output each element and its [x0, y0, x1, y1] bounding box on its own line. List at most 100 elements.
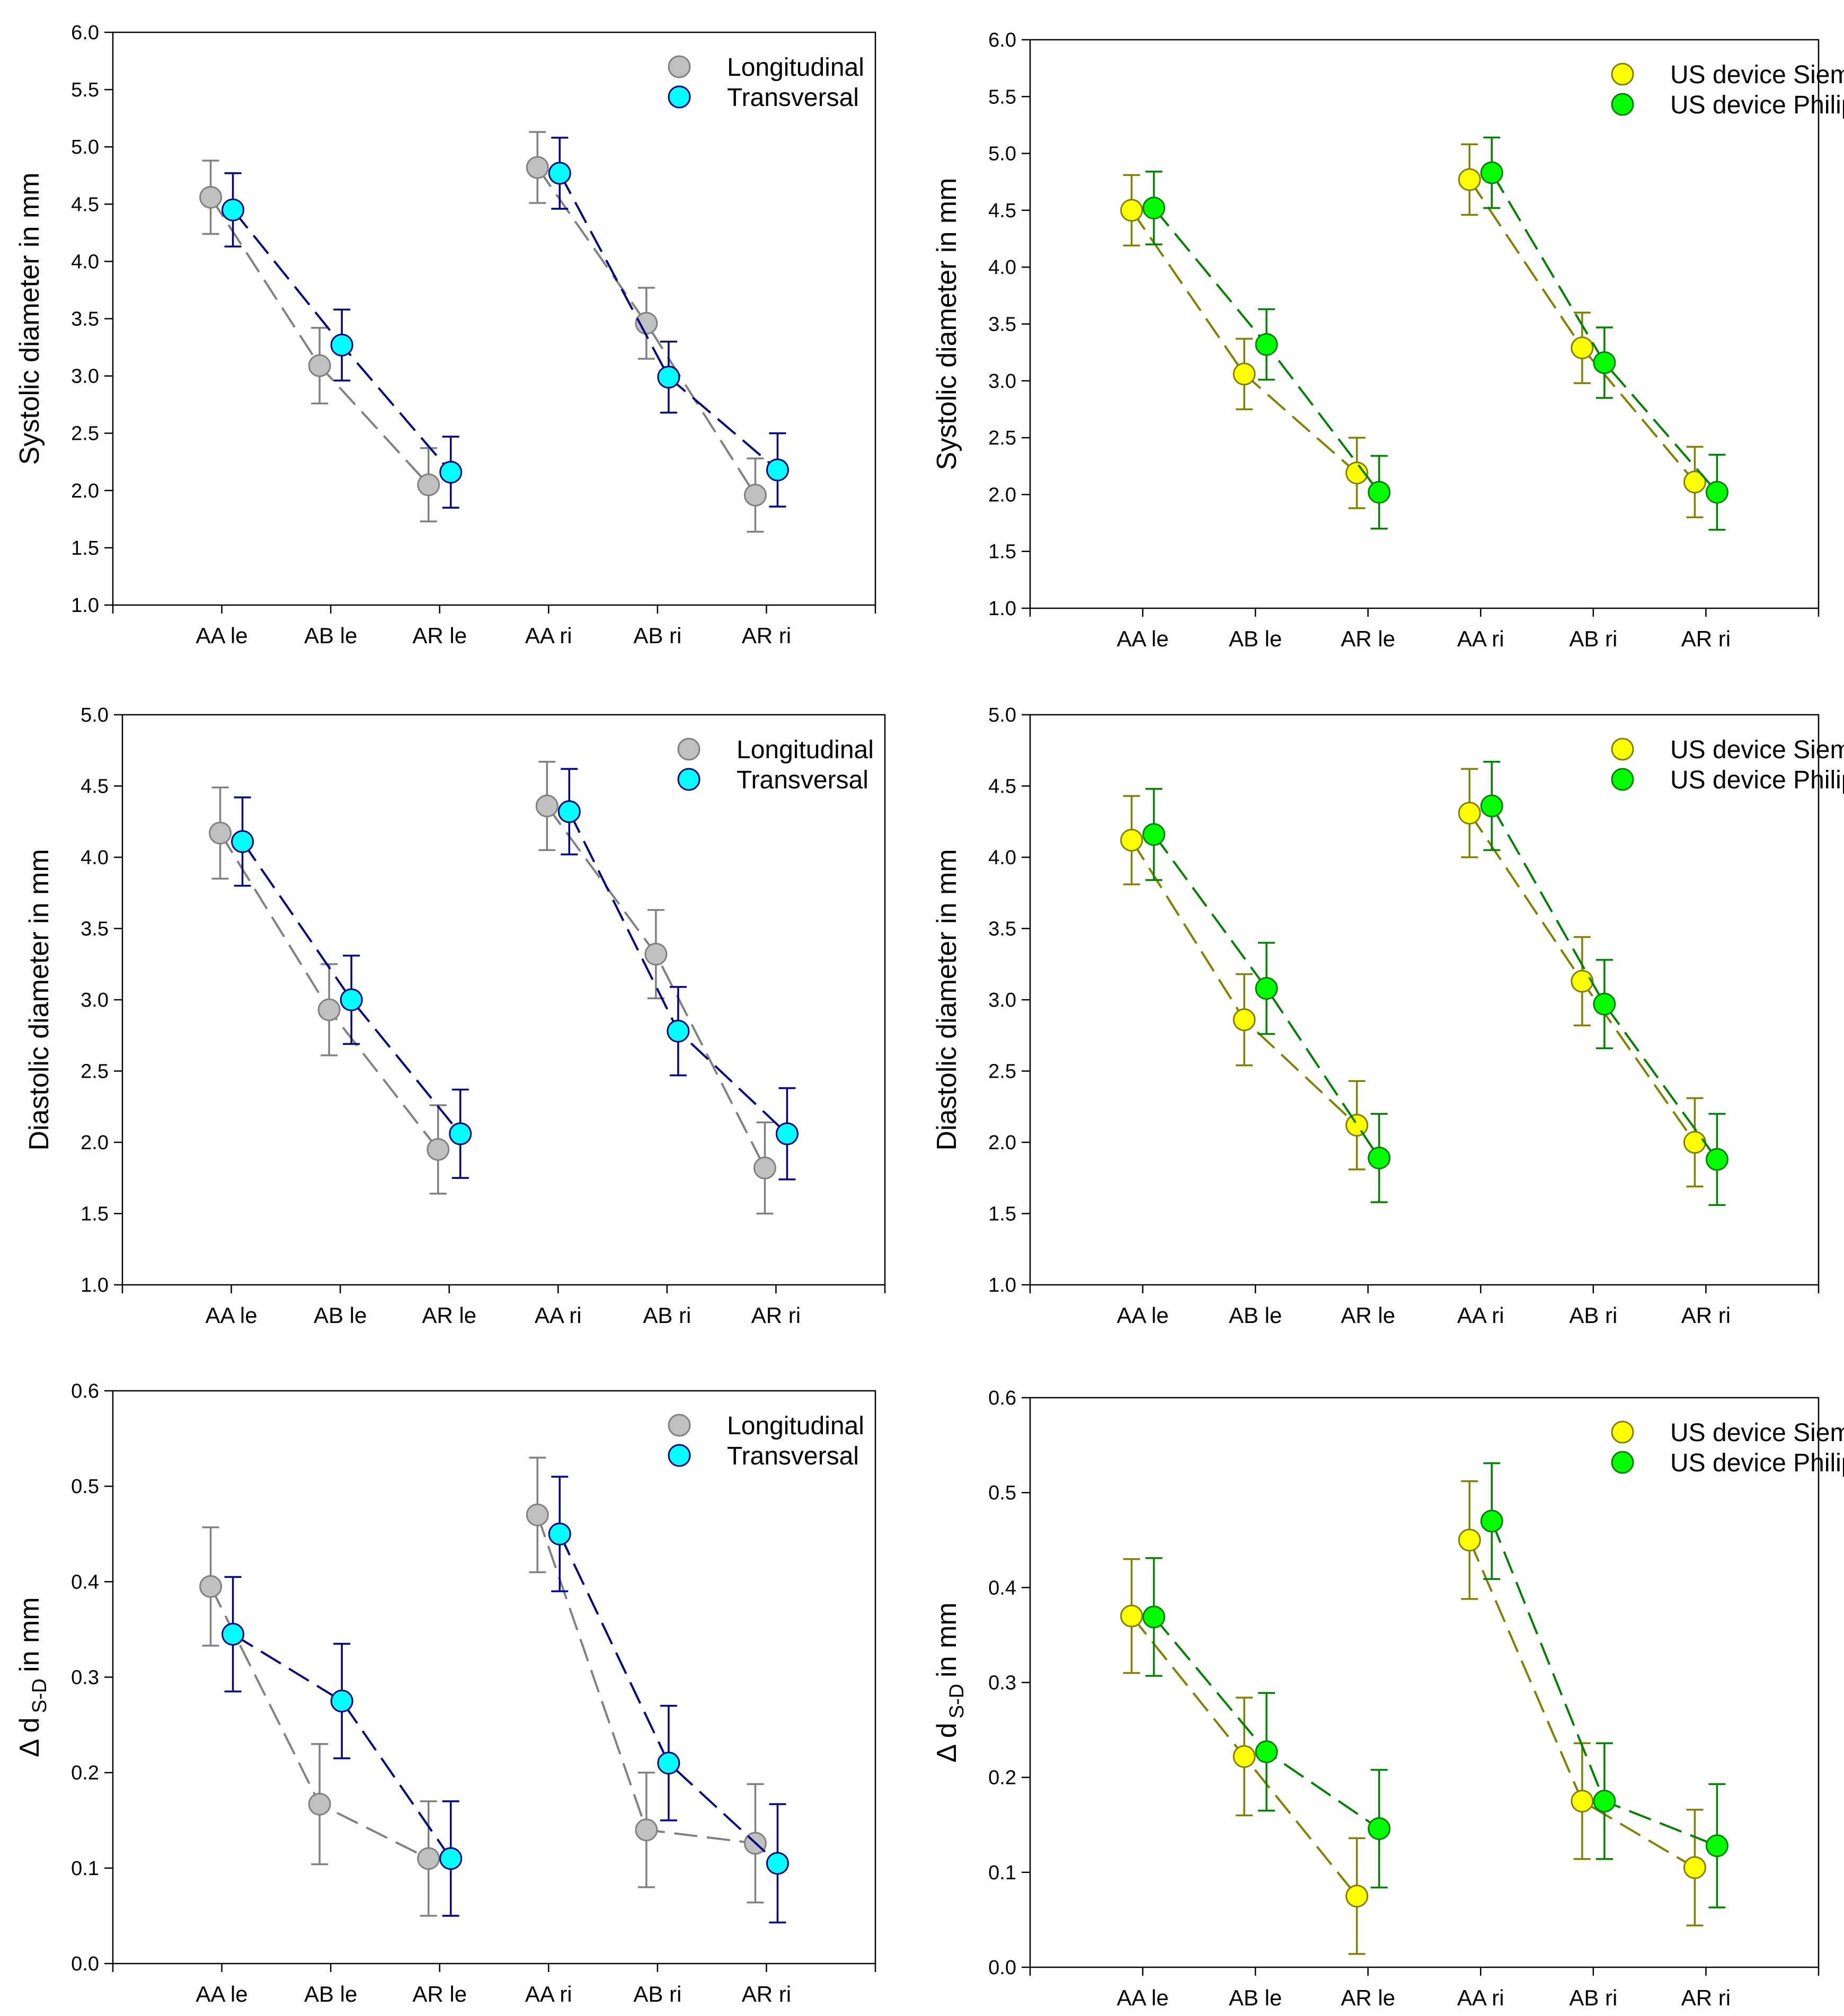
x-tick-label: AB le [304, 623, 357, 648]
y-tick-label: 4.5 [81, 776, 109, 798]
data-point [1480, 161, 1503, 184]
y-axis-title: Diastolic diameter in mm [24, 849, 55, 1150]
y-tick-label: 1.5 [71, 537, 99, 559]
data-point [1120, 199, 1143, 222]
legend-marker [668, 1414, 691, 1437]
x-tick-label: AB ri [1569, 1303, 1617, 1328]
y-tick-label: 0.4 [71, 1571, 99, 1593]
y-tick-label: 4.5 [988, 200, 1016, 222]
y-tick-label: 6.0 [71, 22, 99, 44]
legend-marker [1611, 738, 1634, 761]
x-tick-label: AR ri [751, 1303, 801, 1328]
data-point [330, 333, 353, 357]
data-point [657, 1752, 680, 1775]
y-tick-label: 5.0 [81, 704, 109, 726]
y-axis-title: Systolic diameter in mm [932, 178, 962, 470]
data-point [775, 1122, 799, 1145]
series-line-us-device-philips [1491, 805, 1718, 1160]
legend-label: Longitudinal [737, 736, 874, 764]
x-tick-label: AA le [196, 623, 248, 648]
data-point [1142, 823, 1166, 846]
data-point [1593, 992, 1616, 1016]
data-point [1571, 970, 1594, 993]
legend-label: US device Siemens [1670, 736, 1844, 764]
data-point [439, 1847, 463, 1870]
legend-label: Longitudinal [727, 54, 864, 82]
data-point [644, 943, 668, 966]
x-tick-label: AA le [1117, 1303, 1169, 1328]
data-point [1368, 1147, 1391, 1170]
y-tick-label: 5.0 [988, 143, 1016, 165]
y-tick-label: 1.0 [988, 598, 1016, 620]
data-point [535, 794, 558, 818]
y-tick-label: 3.0 [71, 366, 99, 388]
y-tick-label: 3.5 [71, 308, 99, 331]
legend-marker [1611, 768, 1634, 791]
data-point [1120, 829, 1143, 852]
data-point [1705, 1148, 1728, 1171]
legend-label: Transversal [727, 84, 859, 112]
x-tick-label: AB le [304, 1982, 357, 2006]
data-point [526, 1503, 549, 1526]
data-point [1233, 362, 1256, 386]
y-tick-label: 4.0 [81, 847, 109, 869]
data-point [1593, 351, 1616, 374]
y-axis-title-unit: in mm [14, 1597, 45, 1672]
y-tick-label: 4.5 [988, 776, 1016, 798]
series-line-transversal [232, 1633, 452, 1859]
data-point [427, 1138, 450, 1161]
y-axis-title-subscript: S-D [29, 1678, 51, 1713]
x-tick-label: AR le [1341, 1985, 1395, 2010]
chart-panel-diastolic-orientation: 1.0 1.5 2.0 2.5 3.0 3.5 4.0 4.5 5.0 AA le AB le AR … [24, 704, 886, 1328]
x-tick-label: AR ri [1681, 626, 1731, 651]
data-point [1233, 1008, 1256, 1032]
plot-frame [112, 1390, 876, 1965]
x-tick-label: AR ri [742, 1982, 791, 2006]
data-point [743, 483, 767, 507]
y-tick-label: 1.0 [71, 594, 99, 617]
y-tick-label: 0.6 [988, 1387, 1016, 1409]
data-point [1255, 1740, 1278, 1763]
y-tick-label: 5.5 [71, 79, 99, 101]
chart-panel-diastolic-device: 1.0 1.5 2.0 2.5 3.0 3.5 4.0 4.5 5.0 AA le AB le AR … [932, 704, 1844, 1328]
y-tick-label: 0.5 [71, 1476, 99, 1498]
series-line-transversal [568, 811, 788, 1135]
data-point [766, 1852, 789, 1875]
data-point [449, 1122, 472, 1145]
x-tick-label: AR ri [742, 623, 791, 648]
y-tick-label: 2.0 [988, 1132, 1016, 1154]
data-point [1683, 1856, 1706, 1879]
y-tick-label: 2.0 [988, 484, 1016, 506]
data-point [1571, 336, 1594, 360]
data-point [1255, 976, 1278, 1000]
data-point [417, 1847, 440, 1870]
y-tick-label: 5.5 [988, 86, 1016, 108]
legend-marker [1611, 1420, 1634, 1444]
data-point [199, 185, 223, 209]
legend-marker [1611, 93, 1634, 116]
data-point [199, 1575, 223, 1598]
y-axis-title: Δ d S-D in mm [14, 1597, 51, 1757]
legend-label: Transversal [737, 766, 868, 794]
data-point [557, 800, 581, 823]
data-point [548, 162, 571, 185]
y-tick-label: 1.0 [81, 1274, 109, 1296]
legend-label: US device Philips [1670, 766, 1844, 794]
x-tick-label: AA ri [1457, 626, 1504, 651]
y-axis-title: Δ d S-D in mm [932, 1602, 968, 1762]
x-tick-label: AR le [422, 1303, 476, 1328]
y-tick-label: 5.0 [988, 704, 1016, 726]
data-point [1571, 1789, 1594, 1813]
y-tick-label: 0.2 [988, 1767, 1016, 1789]
legend-label: US device Siemens [1670, 1419, 1844, 1447]
data-point [1458, 802, 1481, 825]
data-point [657, 366, 680, 389]
data-point [1142, 197, 1166, 220]
x-tick-label: AA le [206, 1303, 258, 1328]
y-tick-label: 0.3 [988, 1672, 1016, 1694]
y-tick-label: 2.0 [81, 1132, 109, 1154]
chart-panel-delta-device: 0.0 0.1 0.2 0.3 0.4 0.5 0.6 AA le AB le AR le AA r… [932, 1387, 1844, 2010]
y-tick-label: 5.0 [71, 136, 99, 158]
data-point [1705, 1834, 1728, 1858]
y-tick-label: 2.5 [988, 427, 1016, 449]
